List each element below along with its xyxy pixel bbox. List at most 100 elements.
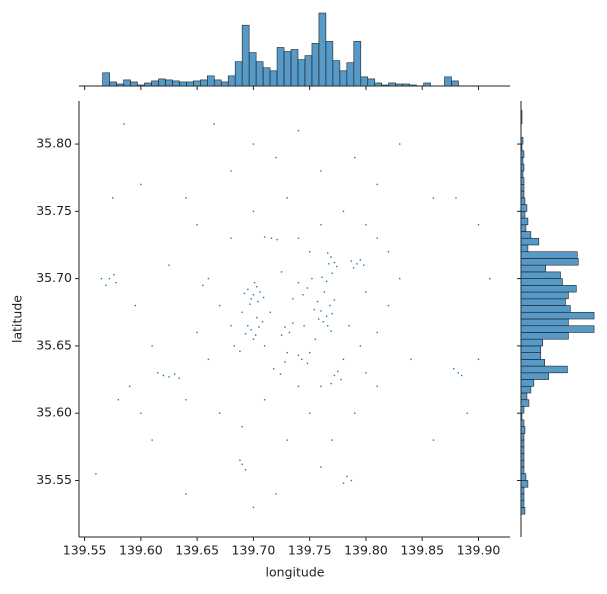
- scatter-point: [376, 237, 378, 239]
- right-hist-bar: [520, 224, 527, 232]
- top-hist-bar: [360, 76, 369, 87]
- scatter-point: [399, 143, 401, 145]
- scatter-point: [365, 224, 367, 226]
- scatter-point: [168, 376, 170, 378]
- right-hist-bar: [520, 110, 523, 118]
- scatter-point: [306, 362, 309, 365]
- right-hist-bar: [520, 143, 523, 152]
- scatter-point: [352, 267, 355, 269]
- y-tick-label: 35.55: [36, 472, 72, 487]
- right-hist-bar: [520, 493, 525, 501]
- scatter-point: [247, 288, 249, 291]
- scatter-point: [173, 373, 176, 375]
- scatter-point: [134, 304, 136, 307]
- scatter-point: [230, 325, 232, 327]
- scatter-point: [321, 276, 323, 278]
- top-hist-bar: [144, 82, 152, 87]
- top-hist-bar: [241, 24, 250, 87]
- scatter-point: [320, 310, 322, 312]
- x-tick-label: 139.80: [344, 543, 388, 558]
- right-hist-bar: [520, 217, 529, 226]
- scatter-point: [280, 334, 283, 336]
- scatter-point: [354, 156, 356, 159]
- scatter-point: [314, 338, 317, 340]
- scatter-point: [331, 439, 333, 441]
- scatter-point: [262, 296, 265, 299]
- top-hist-bar: [276, 47, 285, 87]
- right-hist-bar: [520, 406, 525, 414]
- right-hist-bar: [520, 244, 529, 253]
- scatter-point: [363, 264, 365, 266]
- top-hist-bar: [172, 80, 180, 87]
- scatter-point: [320, 170, 322, 172]
- scatter-point: [303, 325, 305, 327]
- right-hist-bar: [520, 412, 523, 421]
- scatter-point: [115, 281, 117, 284]
- scatter-point: [249, 303, 251, 305]
- right-hist-bar: [520, 150, 525, 158]
- top-hist-bar: [283, 51, 292, 87]
- scatter-point: [252, 294, 255, 296]
- top-hist-bar: [353, 41, 362, 87]
- right-hist-bar: [520, 486, 525, 495]
- scatter-point: [280, 271, 283, 273]
- right-hist-bar: [520, 453, 525, 461]
- scatter-point: [316, 300, 319, 303]
- scatter-point: [241, 463, 243, 466]
- scatter-point: [311, 277, 313, 280]
- scatter-point: [252, 338, 255, 340]
- scatter-point: [330, 382, 332, 385]
- top-hist-bar: [346, 62, 355, 87]
- scatter-point: [292, 298, 294, 300]
- right-hist-bar: [520, 204, 528, 212]
- right-hist-bar: [520, 332, 569, 340]
- scatter-point: [270, 237, 273, 239]
- scatter-point: [320, 466, 322, 468]
- scatter-point: [308, 351, 311, 354]
- scatter-point: [258, 326, 260, 328]
- right-hist-bar: [520, 385, 532, 394]
- scatter-point: [185, 197, 187, 199]
- scatter-point: [387, 304, 390, 307]
- right-hist-bar: [520, 190, 525, 199]
- scatter-point: [239, 350, 241, 352]
- scatter-point: [213, 123, 215, 125]
- top-hist-bar: [213, 79, 222, 87]
- scatter-point: [342, 482, 345, 484]
- scatter-point: [95, 473, 97, 475]
- scatter-point: [185, 493, 187, 495]
- top-hist-bar: [451, 80, 459, 87]
- right-hist-bar: [520, 116, 523, 125]
- scatter-point: [284, 361, 286, 363]
- right-hist-bar: [520, 338, 544, 347]
- top-hist-bar: [116, 83, 124, 87]
- top-hist-bar: [402, 83, 410, 87]
- right-hist-bar: [520, 137, 524, 145]
- right-hist-bar: [520, 500, 525, 508]
- top-hist-bar: [234, 61, 243, 87]
- top-hist-bar: [290, 49, 299, 87]
- top-hist-bar: [255, 61, 264, 87]
- top-hist-bar: [269, 70, 278, 87]
- scatter-point: [196, 331, 198, 334]
- scatter-point: [330, 256, 332, 258]
- scatter-point: [151, 345, 153, 347]
- right-hist-bar: [520, 311, 595, 320]
- scatter-point: [340, 378, 342, 381]
- scatter-point: [331, 312, 333, 315]
- scatter-point: [302, 294, 304, 296]
- right-hist-bar: [520, 318, 569, 327]
- scatter-point: [207, 358, 210, 361]
- right-hist-bar: [520, 459, 525, 468]
- scatter-point: [275, 156, 277, 159]
- right-hist-bar: [520, 372, 549, 380]
- top-hist-bar: [200, 79, 208, 87]
- scatter-point: [196, 224, 198, 226]
- top-hist-bar: [297, 59, 306, 87]
- scatter-point: [350, 260, 353, 262]
- top-hist-bar: [304, 55, 313, 87]
- top-hist-bar: [151, 80, 159, 87]
- top-hist-bar: [339, 70, 348, 87]
- scatter-point: [218, 304, 221, 307]
- y-tick-label: 35.70: [36, 270, 72, 285]
